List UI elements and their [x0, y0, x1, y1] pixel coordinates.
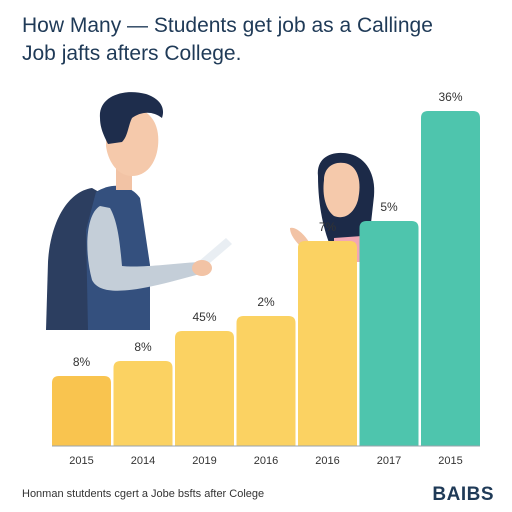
value-labels: 8% 8% 45% 2% 7% 5% 36% [73, 90, 463, 369]
value-label-1: 8% [73, 355, 91, 369]
student-hair [99, 92, 164, 144]
x-tick-label-1: 2015 [69, 455, 93, 467]
title-line-2: Job jafts afters College. [22, 42, 242, 65]
brand-logo-text: BAIBS [432, 484, 494, 505]
paper-sheet [198, 238, 232, 268]
footer-note: Honman stutdents cgert a Jobe bsfts afte… [22, 488, 265, 500]
value-label-7: 36% [438, 90, 462, 104]
bar-5 [298, 241, 357, 446]
bar-1 [52, 376, 111, 446]
x-tick-label-4: 2016 [254, 455, 278, 467]
value-label-6: 5% [380, 200, 398, 214]
value-label-5: 7% [319, 220, 337, 234]
chart-title: How Many — Students get job as a Calling… [22, 12, 492, 68]
x-tick-labels: 2015 2014 2019 2016 2016 2017 2015 [69, 455, 462, 467]
bar-7 [421, 111, 480, 446]
bar-4 [236, 316, 296, 446]
x-tick-label-6: 2017 [377, 455, 401, 467]
value-label-2: 8% [134, 340, 152, 354]
bar-6 [359, 221, 419, 446]
girl-face [323, 162, 360, 218]
student-shirt-arm [87, 206, 200, 291]
value-label-4: 2% [257, 295, 275, 309]
title-line-1: How Many — Students get job as a Calling… [22, 14, 433, 37]
x-tick-label-3: 2019 [192, 455, 216, 467]
student-hand [192, 260, 212, 276]
bars-layer [52, 111, 480, 446]
x-tick-label-2: 2014 [131, 455, 155, 467]
bar-3 [175, 331, 234, 446]
bar-2 [113, 361, 173, 446]
student-illustration [46, 92, 232, 330]
x-tick-label-7: 2015 [438, 455, 462, 467]
value-label-3: 45% [192, 310, 216, 324]
x-tick-label-5: 2016 [315, 455, 339, 467]
